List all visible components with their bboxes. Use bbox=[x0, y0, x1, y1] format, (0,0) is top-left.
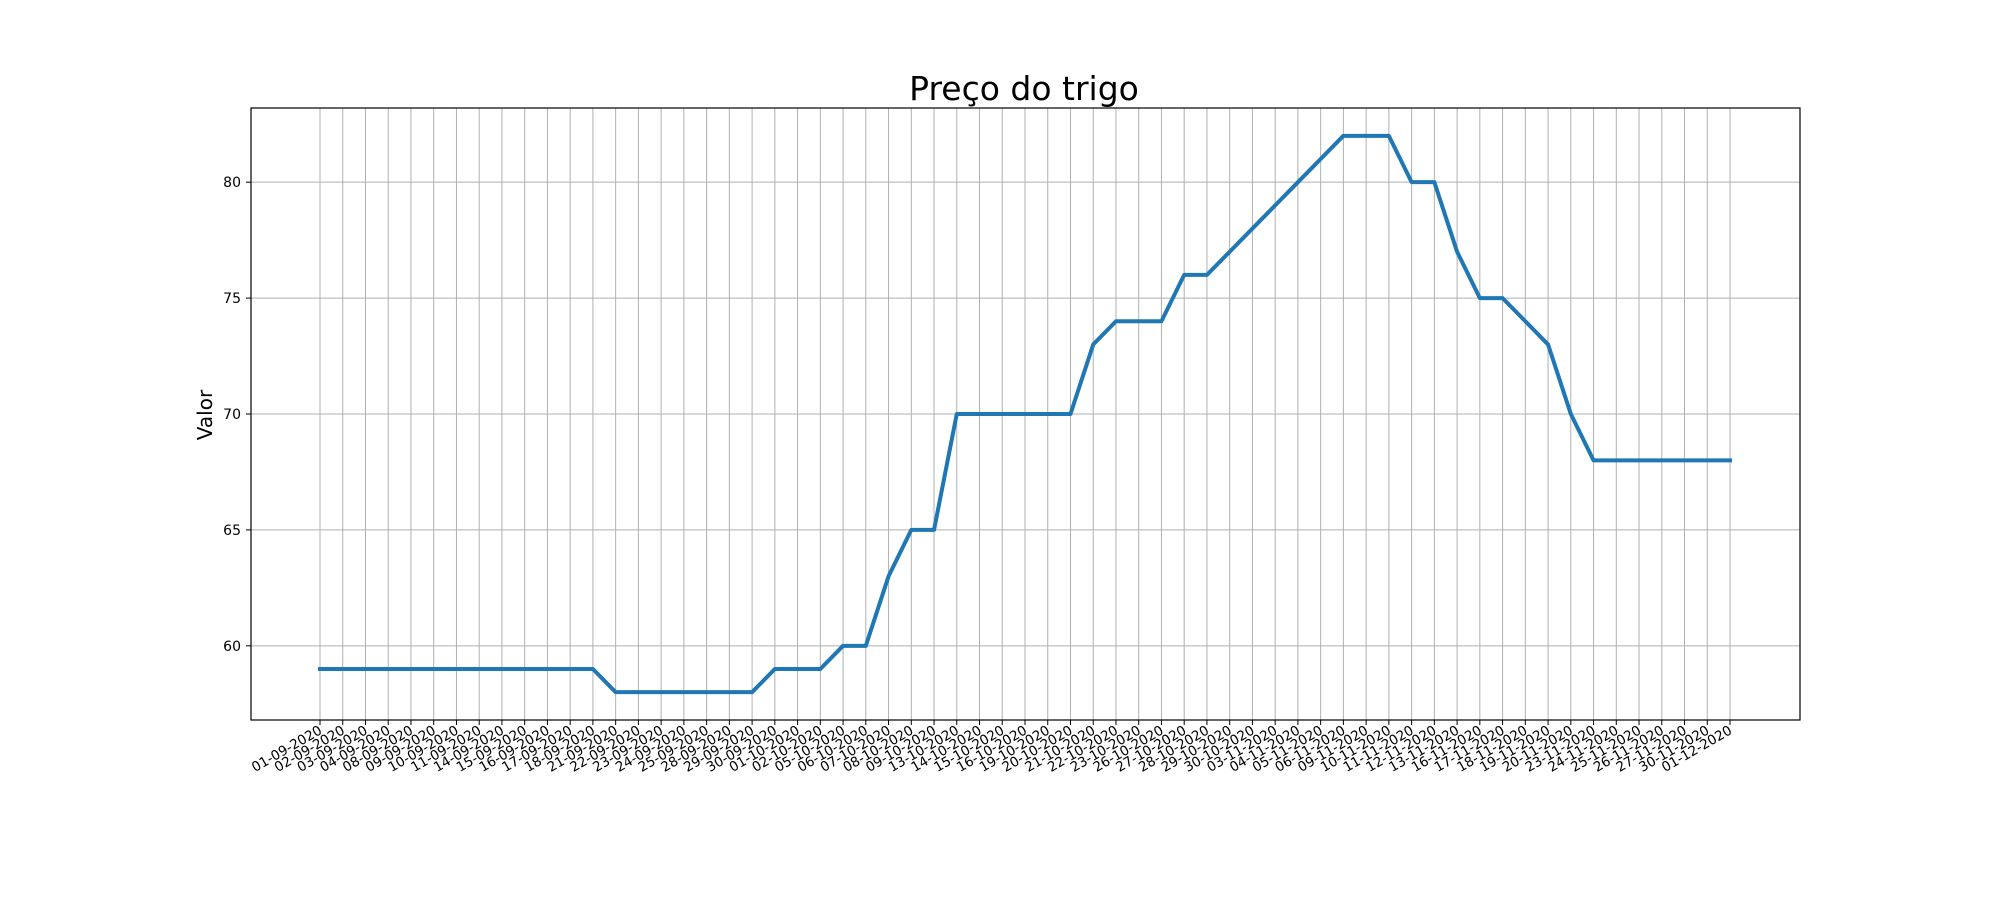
y-axis-label: Valor bbox=[193, 389, 217, 440]
x-axis: 01-09-202002-09-202003-09-202004-09-2020… bbox=[249, 720, 1735, 776]
y-tick-label: 60 bbox=[223, 639, 241, 655]
y-tick-label: 65 bbox=[223, 523, 241, 539]
y-tick-label: 80 bbox=[223, 175, 241, 191]
y-tick-label: 70 bbox=[223, 407, 241, 423]
chart-title: Preço do trigo bbox=[909, 69, 1139, 108]
y-tick-label: 75 bbox=[223, 291, 241, 307]
y-axis: 60 65 70 75 80 bbox=[223, 175, 251, 655]
